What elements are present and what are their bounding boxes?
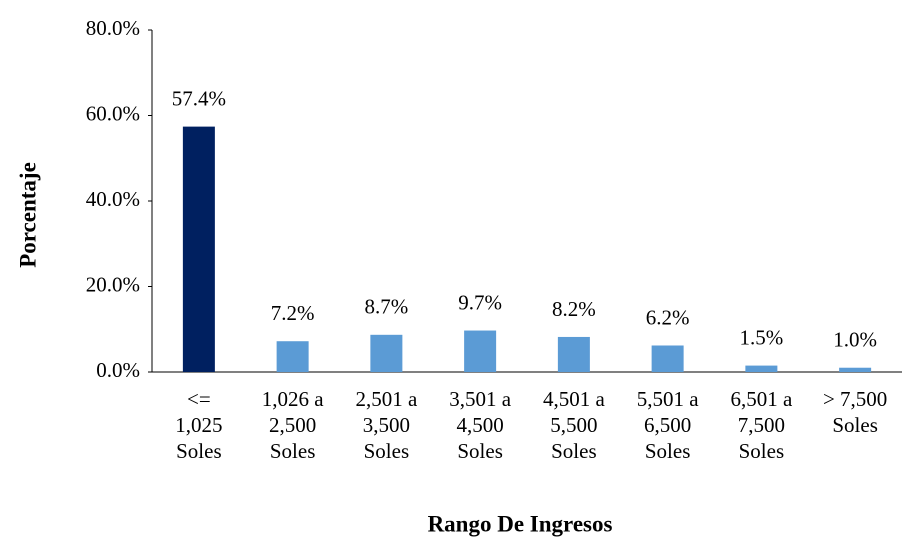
bar bbox=[464, 330, 497, 372]
x-tick-label-box: 5,501 a 6,500 Soles bbox=[636, 387, 699, 463]
data-label: 6.2% bbox=[646, 305, 690, 329]
x-tick-label: 1,026 a 2,500 Soles bbox=[261, 387, 324, 463]
data-label: 8.7% bbox=[365, 295, 409, 319]
data-label: 8.2% bbox=[552, 297, 596, 321]
bar bbox=[182, 126, 215, 373]
bar bbox=[839, 367, 872, 372]
x-tick-label: 6,501 a 7,500 Soles bbox=[730, 387, 793, 463]
x-tick-label-box: > 7,500 Soles bbox=[822, 387, 888, 437]
bar bbox=[745, 365, 778, 372]
y-tick-label: 60.0% bbox=[86, 101, 140, 125]
x-tick-label-box: 6,501 a 7,500 Soles bbox=[730, 387, 793, 463]
y-tick-label: 80.0% bbox=[86, 16, 140, 40]
y-tick-label: 40.0% bbox=[86, 187, 140, 211]
data-label: 1.5% bbox=[740, 325, 784, 349]
y-axis-title: Porcentaje bbox=[15, 162, 40, 268]
y-tick-label: 20.0% bbox=[86, 272, 140, 296]
x-tick-label: 5,501 a 6,500 Soles bbox=[636, 387, 699, 463]
x-tick-label: 3,501 a 4,500 Soles bbox=[449, 387, 512, 463]
x-axis-title: Rango De Ingresos bbox=[428, 511, 613, 536]
bar bbox=[651, 345, 684, 372]
bar bbox=[370, 334, 403, 372]
x-tick-label-box: 3,501 a 4,500 Soles bbox=[449, 387, 512, 463]
bar bbox=[557, 336, 590, 372]
x-tick-label-box: <= 1,025 Soles bbox=[175, 387, 223, 463]
data-label: 1.0% bbox=[833, 328, 877, 352]
x-tick-label-box: 2,501 a 3,500 Soles bbox=[355, 387, 418, 463]
x-tick-label: > 7,500 Soles bbox=[822, 387, 888, 437]
x-tick-label: 2,501 a 3,500 Soles bbox=[355, 387, 418, 463]
x-tick-label: <= 1,025 Soles bbox=[175, 387, 223, 463]
x-tick-label-box: 1,026 a 2,500 Soles bbox=[261, 387, 324, 463]
data-label: 57.4% bbox=[172, 86, 226, 110]
y-tick-label: 0.0% bbox=[96, 358, 140, 382]
x-tick-label: 4,501 a 5,500 Soles bbox=[542, 387, 605, 463]
x-tick-label-box: 4,501 a 5,500 Soles bbox=[542, 387, 605, 463]
data-label: 9.7% bbox=[458, 290, 502, 314]
data-label: 7.2% bbox=[271, 301, 315, 325]
bar bbox=[276, 341, 309, 372]
